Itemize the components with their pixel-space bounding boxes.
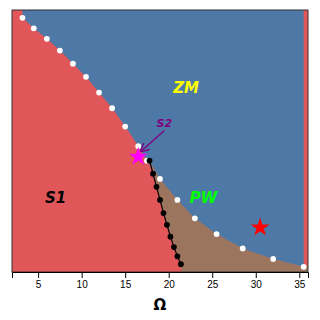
region-area — [22, 10, 303, 267]
point — [301, 264, 307, 270]
x-tick-label: 10 — [77, 279, 89, 290]
point — [109, 105, 115, 111]
point — [122, 124, 128, 130]
annotation-label: S2 — [157, 117, 173, 130]
x-tick: 35 — [294, 272, 306, 290]
x-tick-label: 20 — [164, 279, 176, 290]
x-axis: 5 10 15 20 25 30 35 — [13, 272, 309, 290]
annotations: ZM S1 PW S2 — [45, 79, 219, 207]
x-tick-mark — [256, 272, 257, 278]
point — [31, 25, 37, 31]
region-area — [150, 161, 308, 272]
point — [157, 197, 163, 203]
point — [168, 234, 174, 240]
annotation-arrow — [141, 131, 165, 152]
region-fill — [12, 10, 308, 272]
x-axis-line — [13, 273, 309, 279]
point — [83, 74, 89, 80]
series-line — [150, 161, 181, 264]
x-tick-mark — [299, 272, 300, 278]
x-tick-label: 5 — [36, 279, 42, 290]
x-tick: 5 — [36, 272, 42, 290]
point — [192, 215, 198, 221]
x-tick-label: 15 — [120, 279, 132, 290]
point — [20, 15, 26, 21]
point — [44, 36, 50, 42]
point — [164, 222, 170, 228]
point — [57, 48, 63, 54]
x-tick: 15 — [120, 272, 132, 290]
point — [171, 244, 177, 250]
star-point — [251, 218, 270, 236]
x-tick-mark — [38, 272, 39, 278]
x-tick-label: 30 — [251, 279, 263, 290]
point — [96, 90, 102, 96]
point — [214, 231, 220, 237]
x-tick-label: 35 — [294, 279, 306, 290]
point — [70, 61, 76, 67]
x-tick: 10 — [77, 272, 89, 290]
x-axis-title: Ω — [154, 296, 167, 314]
x-tick-mark — [169, 272, 170, 278]
x-tick-mark — [82, 272, 83, 278]
chart: 5 10 15 20 25 30 35 Ω ZM S1 PW S2 — [0, 0, 320, 320]
annotation-label: PW — [190, 189, 219, 207]
point — [161, 210, 167, 216]
point — [157, 176, 163, 182]
point — [178, 261, 184, 267]
point — [270, 256, 276, 262]
point — [240, 246, 246, 252]
point — [154, 184, 160, 190]
x-tick: 20 — [164, 272, 176, 290]
annotation-label: S1 — [45, 189, 66, 207]
point — [175, 197, 181, 203]
x-tick: 25 — [207, 272, 219, 290]
point — [150, 171, 156, 177]
star-point — [129, 147, 148, 165]
plot-area — [12, 10, 308, 272]
point — [175, 253, 181, 259]
plot-frame — [12, 10, 308, 272]
x-tick-mark — [125, 272, 126, 278]
x-tick-label: 25 — [207, 279, 219, 290]
x-tick-mark — [212, 272, 213, 278]
x-tick: 30 — [251, 272, 263, 290]
point — [147, 158, 153, 164]
annotation-label: ZM — [172, 79, 199, 97]
